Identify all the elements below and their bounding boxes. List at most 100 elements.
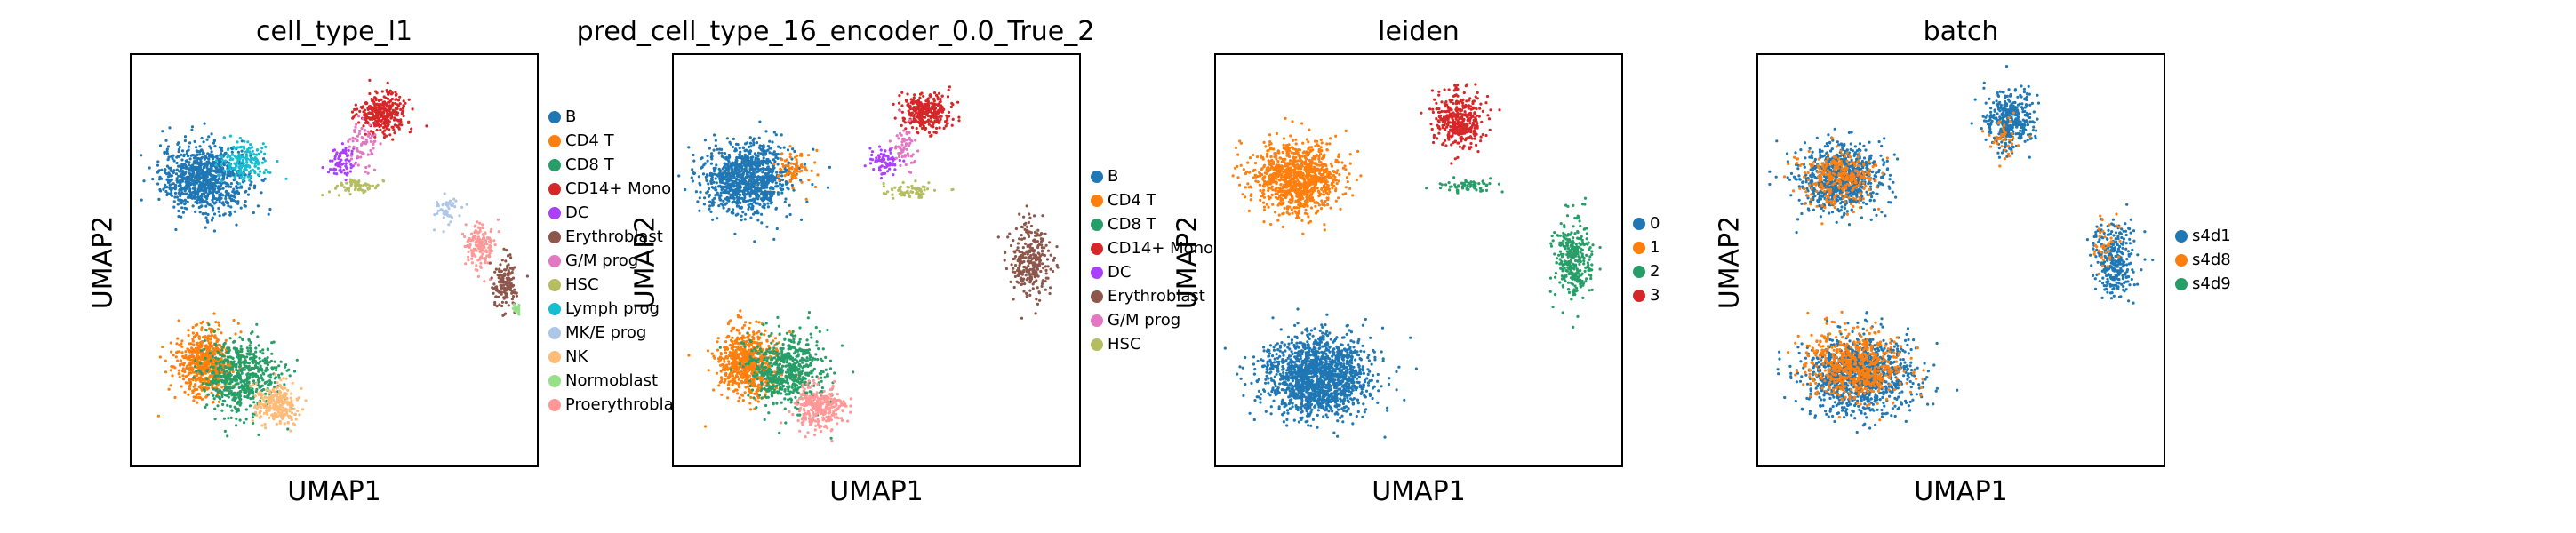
data-point: [221, 178, 225, 181]
data-point: [470, 232, 474, 235]
data-point: [212, 397, 216, 401]
data-point: [245, 149, 249, 153]
data-point: [232, 195, 236, 198]
data-point: [235, 164, 238, 168]
data-point: [748, 179, 752, 182]
data-point: [159, 177, 164, 180]
data-point: [220, 192, 223, 195]
data-point: [199, 148, 203, 152]
data-point: [203, 338, 206, 343]
data-point: [158, 189, 163, 193]
data-point: [210, 166, 213, 170]
data-point: [734, 213, 738, 217]
data-point: [506, 278, 509, 282]
data-point: [376, 183, 380, 187]
data-point: [196, 149, 199, 153]
data-point: [274, 401, 277, 404]
legend-marker: [548, 158, 561, 171]
data-point: [174, 227, 178, 232]
data-point: [210, 219, 214, 222]
data-point: [464, 223, 468, 227]
data-point: [235, 378, 239, 382]
data-point: [188, 169, 191, 172]
data-point: [743, 182, 748, 186]
data-point: [236, 192, 240, 195]
data-point: [372, 147, 375, 150]
data-point: [339, 165, 342, 169]
data-point: [755, 141, 759, 145]
data-point: [513, 291, 516, 295]
data-point: [233, 399, 236, 402]
data-point: [332, 149, 335, 153]
data-point: [386, 111, 389, 115]
data-point: [776, 152, 780, 156]
data-point: [188, 157, 192, 161]
data-point: [354, 103, 357, 107]
data-point: [752, 197, 756, 201]
data-point: [734, 142, 739, 146]
data-point: [357, 132, 361, 136]
data-point: [362, 124, 365, 128]
data-point: [351, 116, 355, 120]
data-point: [255, 148, 259, 152]
data-point: [436, 209, 440, 212]
data-point: [443, 192, 446, 195]
data-point: [795, 154, 799, 157]
data-point: [211, 176, 214, 179]
data-point: [725, 137, 729, 140]
data-point: [724, 203, 727, 206]
data-point: [766, 148, 770, 152]
data-point: [193, 183, 196, 187]
data-point: [220, 391, 224, 394]
data-point: [187, 145, 190, 148]
data-point: [356, 139, 359, 143]
data-point: [446, 201, 450, 204]
data-point: [504, 300, 508, 305]
data-point: [785, 215, 788, 219]
data-point: [364, 138, 368, 141]
data-point: [172, 354, 175, 357]
data-point: [788, 178, 792, 181]
data-point: [196, 332, 199, 337]
data-point: [248, 353, 252, 356]
data-point: [344, 164, 348, 168]
legend-marker: [548, 134, 561, 147]
data-point: [897, 145, 900, 148]
data-point: [478, 240, 482, 243]
data-point: [348, 170, 352, 173]
data-point: [252, 383, 255, 386]
data-point: [784, 197, 788, 201]
data-point: [714, 194, 717, 197]
data-point: [770, 173, 773, 177]
data-point: [259, 350, 262, 354]
data-point: [247, 387, 251, 391]
data-point: [251, 146, 254, 149]
data-point: [256, 173, 260, 177]
data-point: [780, 178, 785, 182]
data-point: [900, 155, 904, 159]
data-point: [452, 202, 455, 205]
data-point: [167, 166, 171, 170]
data-point: [266, 347, 269, 351]
data-point: [400, 112, 404, 115]
data-point: [788, 155, 792, 159]
data-point: [238, 418, 242, 422]
data-point: [932, 115, 935, 118]
data-point: [226, 176, 229, 179]
data-point: [771, 171, 774, 174]
data-point: [232, 360, 236, 363]
plot-area: [130, 53, 539, 467]
data-point: [448, 199, 452, 203]
data-point: [251, 412, 254, 416]
data-point: [495, 295, 499, 299]
data-point: [215, 387, 219, 391]
data-point: [800, 169, 804, 172]
data-point: [722, 206, 725, 210]
data-point: [191, 204, 195, 208]
data-point: [353, 162, 357, 165]
data-point: [236, 200, 240, 203]
data-point: [391, 101, 395, 105]
data-point: [517, 313, 521, 316]
data-point: [772, 167, 775, 171]
data-point: [786, 171, 789, 175]
